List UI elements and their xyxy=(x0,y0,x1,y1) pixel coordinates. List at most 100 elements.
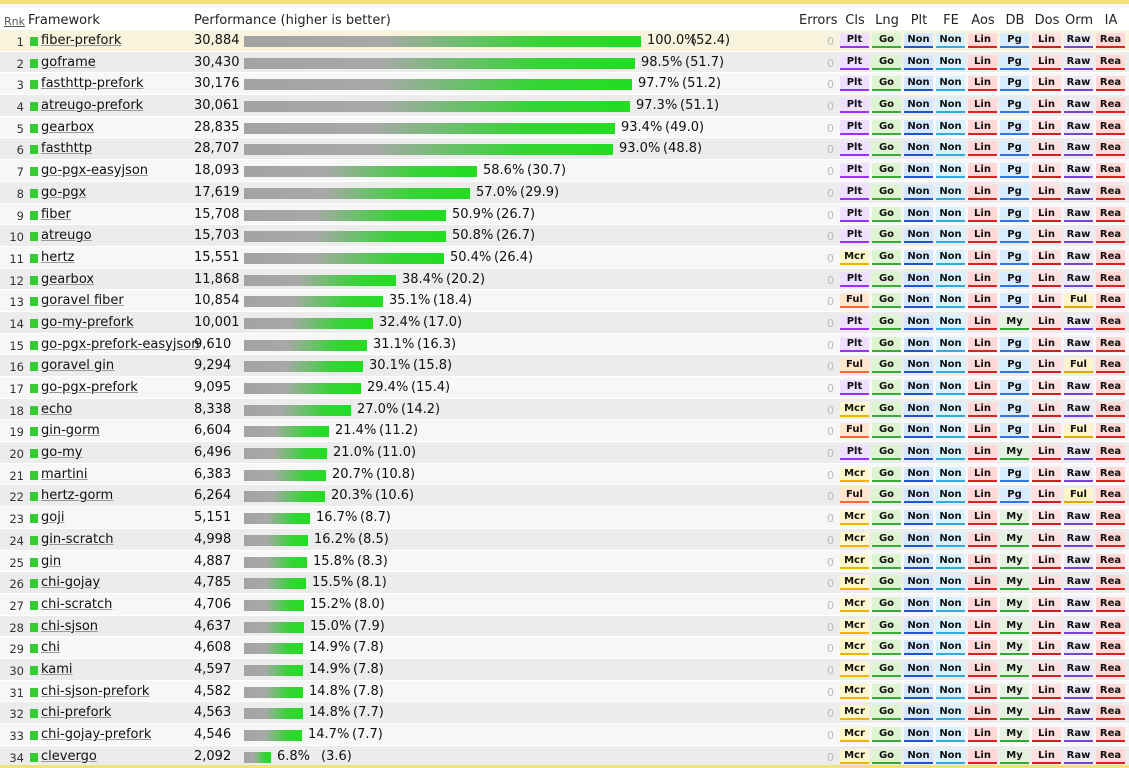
aos-badge: Lin xyxy=(968,683,997,699)
framework-link[interactable]: fasthttp xyxy=(41,141,93,157)
rank-number: 7 xyxy=(16,165,24,180)
cls-badge: Mcr xyxy=(840,575,869,591)
throughput-value: 30,884 xyxy=(194,33,240,48)
lng-badge: Go xyxy=(872,445,901,461)
cls-badge: Plt xyxy=(840,54,869,70)
header-db[interactable]: DB xyxy=(1005,13,1025,28)
dos-badge: Lin xyxy=(1032,33,1061,48)
orm-badge: Ful xyxy=(1064,358,1093,374)
header-rank[interactable]: Rnk xyxy=(4,15,25,28)
lng-badge: Go xyxy=(872,423,901,439)
framework-link[interactable]: kami xyxy=(41,661,73,677)
header-lng[interactable]: Lng xyxy=(875,13,899,28)
lng-badge: Go xyxy=(872,33,901,48)
aos-badge: Lin xyxy=(968,271,997,287)
framework-link[interactable]: go-pgx-prefork-easyjson xyxy=(41,336,200,352)
plt-badge: Non xyxy=(904,336,933,352)
framework-link[interactable]: gin-scratch xyxy=(41,531,114,547)
ia-badge: Rea xyxy=(1096,683,1125,699)
framework-link[interactable]: go-pgx-prefork xyxy=(41,380,138,395)
aos-badge: Lin xyxy=(968,206,997,222)
header-ia[interactable]: IA xyxy=(1104,13,1118,28)
performance-bar xyxy=(244,578,306,590)
aos-badge: Lin xyxy=(968,748,997,764)
aos-badge: Lin xyxy=(968,423,997,439)
framework-color-square xyxy=(30,123,38,133)
framework-color-square xyxy=(30,167,38,177)
framework-link[interactable]: gearbox xyxy=(41,271,95,287)
framework-color-square xyxy=(30,470,38,480)
table-row: 29 chi 4,608 14.9% (7.8) 0 Mcr Go Non Non Lin My Lin… xyxy=(0,637,1129,659)
framework-link[interactable]: goravel fiber xyxy=(41,293,124,309)
framework-link[interactable]: fiber-prefork xyxy=(41,33,122,48)
db-badge: My xyxy=(1000,661,1029,677)
lng-badge: Go xyxy=(872,163,901,179)
rank-number: 12 xyxy=(9,273,24,288)
dos-badge: Lin xyxy=(1032,661,1061,677)
fe-badge: Non xyxy=(936,76,965,92)
framework-link[interactable]: clevergo xyxy=(41,748,97,764)
rank-number: 27 xyxy=(9,598,24,613)
framework-link[interactable]: chi-sjson-prefork xyxy=(41,683,150,699)
plt-badge: Non xyxy=(904,531,933,547)
plt-badge: Non xyxy=(904,748,933,764)
header-dos[interactable]: Dos xyxy=(1034,13,1060,28)
table-row: 14 go-my-prefork 10,001 32.4% (17.0) 0 Plt Go No… xyxy=(0,311,1129,334)
framework-link[interactable]: fiber xyxy=(41,206,71,222)
lng-badge: Go xyxy=(872,141,901,157)
ia-badge: Rea xyxy=(1096,293,1125,309)
framework-link[interactable]: chi-prefork xyxy=(41,705,112,721)
framework-link[interactable]: atreugo-prefork xyxy=(41,98,144,114)
header-errors[interactable]: Errors xyxy=(799,13,838,28)
orm-badge: Raw xyxy=(1064,380,1093,395)
percent-value: 31.1% xyxy=(373,336,415,352)
framework-link[interactable]: fasthttp-prefork xyxy=(41,76,144,92)
throughput-value: 28,707 xyxy=(194,141,240,157)
framework-link[interactable]: chi-gojay-prefork xyxy=(41,727,152,742)
framework-link[interactable]: gin xyxy=(41,553,62,569)
percent-value: 93.0% xyxy=(619,141,661,157)
header-aos[interactable]: Aos xyxy=(971,13,995,28)
header-fe[interactable]: FE xyxy=(943,13,959,28)
header-plt[interactable]: Plt xyxy=(910,13,928,28)
header-framework[interactable]: Framework xyxy=(28,13,100,28)
framework-link[interactable]: echo xyxy=(41,401,73,417)
framework-link[interactable]: gin-gorm xyxy=(41,423,100,439)
framework-link[interactable]: go-pgx-easyjson xyxy=(41,163,149,179)
table-row: 25 gin 4,887 15.8% (8.3) 0 Mcr Go Non Non Lin My Lin… xyxy=(0,550,1129,573)
db-badge: Pg xyxy=(1000,293,1029,309)
framework-link[interactable]: goji xyxy=(41,510,65,526)
framework-link[interactable]: martini xyxy=(41,466,88,482)
relative-value: (26.7) xyxy=(496,228,536,244)
errors-count: 0 xyxy=(827,750,834,764)
fe-badge: Non xyxy=(936,119,965,135)
framework-link[interactable]: hertz-gorm xyxy=(41,488,114,504)
header-cls[interactable]: Cls xyxy=(845,13,865,28)
fe-badge: Non xyxy=(936,488,965,504)
framework-link[interactable]: atreugo xyxy=(41,228,92,244)
framework-link[interactable]: chi-gojay xyxy=(41,575,101,591)
framework-link[interactable]: gearbox xyxy=(41,119,95,135)
fe-badge: Non xyxy=(936,293,965,309)
lng-badge: Go xyxy=(872,54,901,70)
framework-link[interactable]: chi-scratch xyxy=(41,596,113,612)
rank-number: 5 xyxy=(16,121,24,136)
header-orm[interactable]: Orm xyxy=(1064,13,1093,28)
framework-link[interactable]: chi xyxy=(41,640,60,656)
errors-count: 0 xyxy=(827,338,834,352)
rank-number: 16 xyxy=(9,360,24,375)
db-badge: My xyxy=(1000,683,1029,699)
relative-value: (8.5) xyxy=(358,531,389,547)
framework-link[interactable]: chi-sjson xyxy=(41,618,99,634)
throughput-value: 4,998 xyxy=(194,531,232,547)
framework-link[interactable]: hertz xyxy=(41,249,75,265)
framework-link[interactable]: go-pgx xyxy=(41,184,87,200)
ia-badge: Rea xyxy=(1096,640,1125,656)
header-performance[interactable]: Performance (higher is better) xyxy=(194,13,391,28)
framework-link[interactable]: goravel gin xyxy=(41,358,115,374)
framework-color-square xyxy=(30,362,38,372)
framework-link[interactable]: goframe xyxy=(41,54,96,70)
framework-link[interactable]: go-my-prefork xyxy=(41,314,134,330)
ia-badge: Rea xyxy=(1096,466,1125,482)
framework-link[interactable]: go-my xyxy=(41,445,83,461)
